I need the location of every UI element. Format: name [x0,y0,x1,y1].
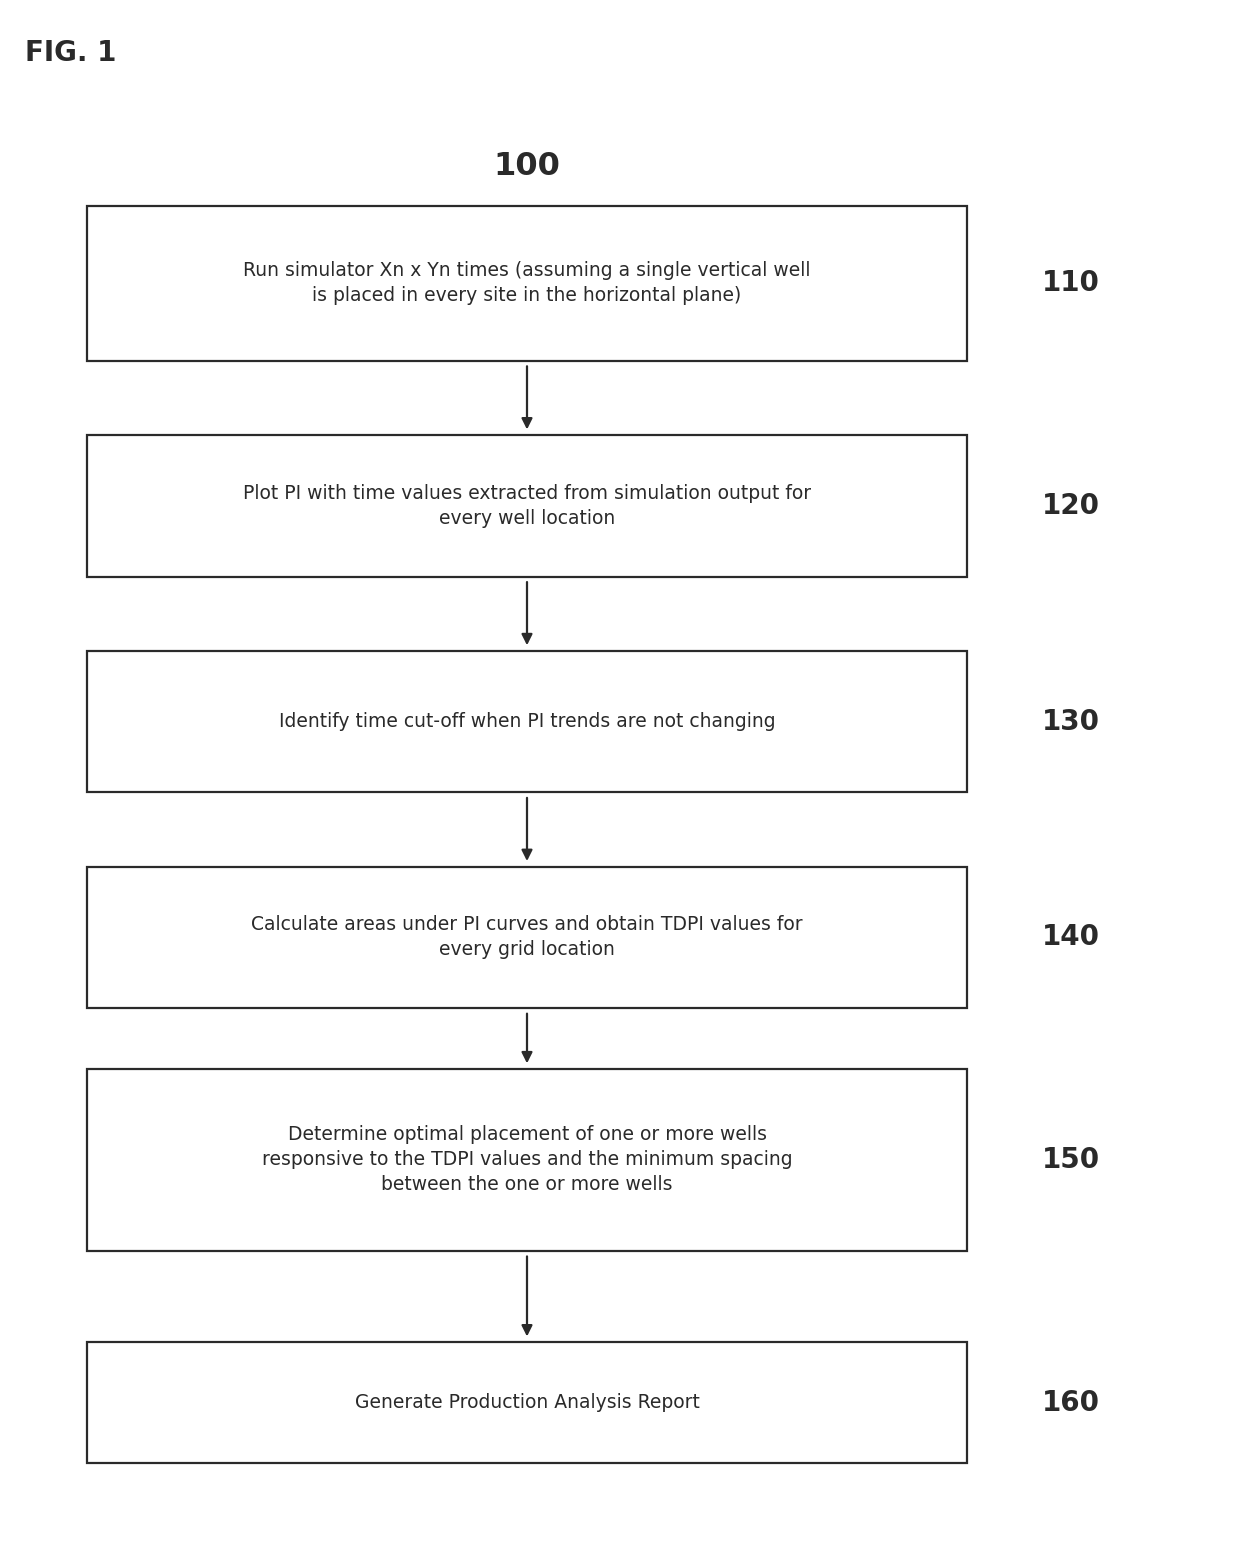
Bar [87,1342,967,1463]
Bar [87,867,967,1008]
Text: 150: 150 [1042,1146,1100,1174]
Text: 100: 100 [494,150,560,181]
Text: 140: 140 [1042,923,1100,951]
Text: 130: 130 [1042,707,1100,735]
Text: Identify time cut-off when PI trends are not changing: Identify time cut-off when PI trends are… [279,712,775,731]
Text: Calculate areas under PI curves and obtain TDPI values for
every grid location: Calculate areas under PI curves and obta… [252,915,802,960]
Text: Plot PI with time values extracted from simulation output for
every well locatio: Plot PI with time values extracted from … [243,484,811,527]
Bar [87,206,967,361]
Text: 120: 120 [1042,492,1100,520]
Bar [87,434,967,577]
Text: 160: 160 [1042,1388,1100,1416]
Text: Determine optimal placement of one or more wells
responsive to the TDPI values a: Determine optimal placement of one or mo… [262,1126,792,1194]
Bar [87,1069,967,1252]
Text: Generate Production Analysis Report: Generate Production Analysis Report [355,1393,699,1411]
Text: 110: 110 [1042,270,1100,298]
Text: Run simulator Xn x Yn times (assuming a single vertical well
is placed in every : Run simulator Xn x Yn times (assuming a … [243,261,811,306]
Bar [87,651,967,793]
Text: FIG. 1: FIG. 1 [25,39,117,67]
